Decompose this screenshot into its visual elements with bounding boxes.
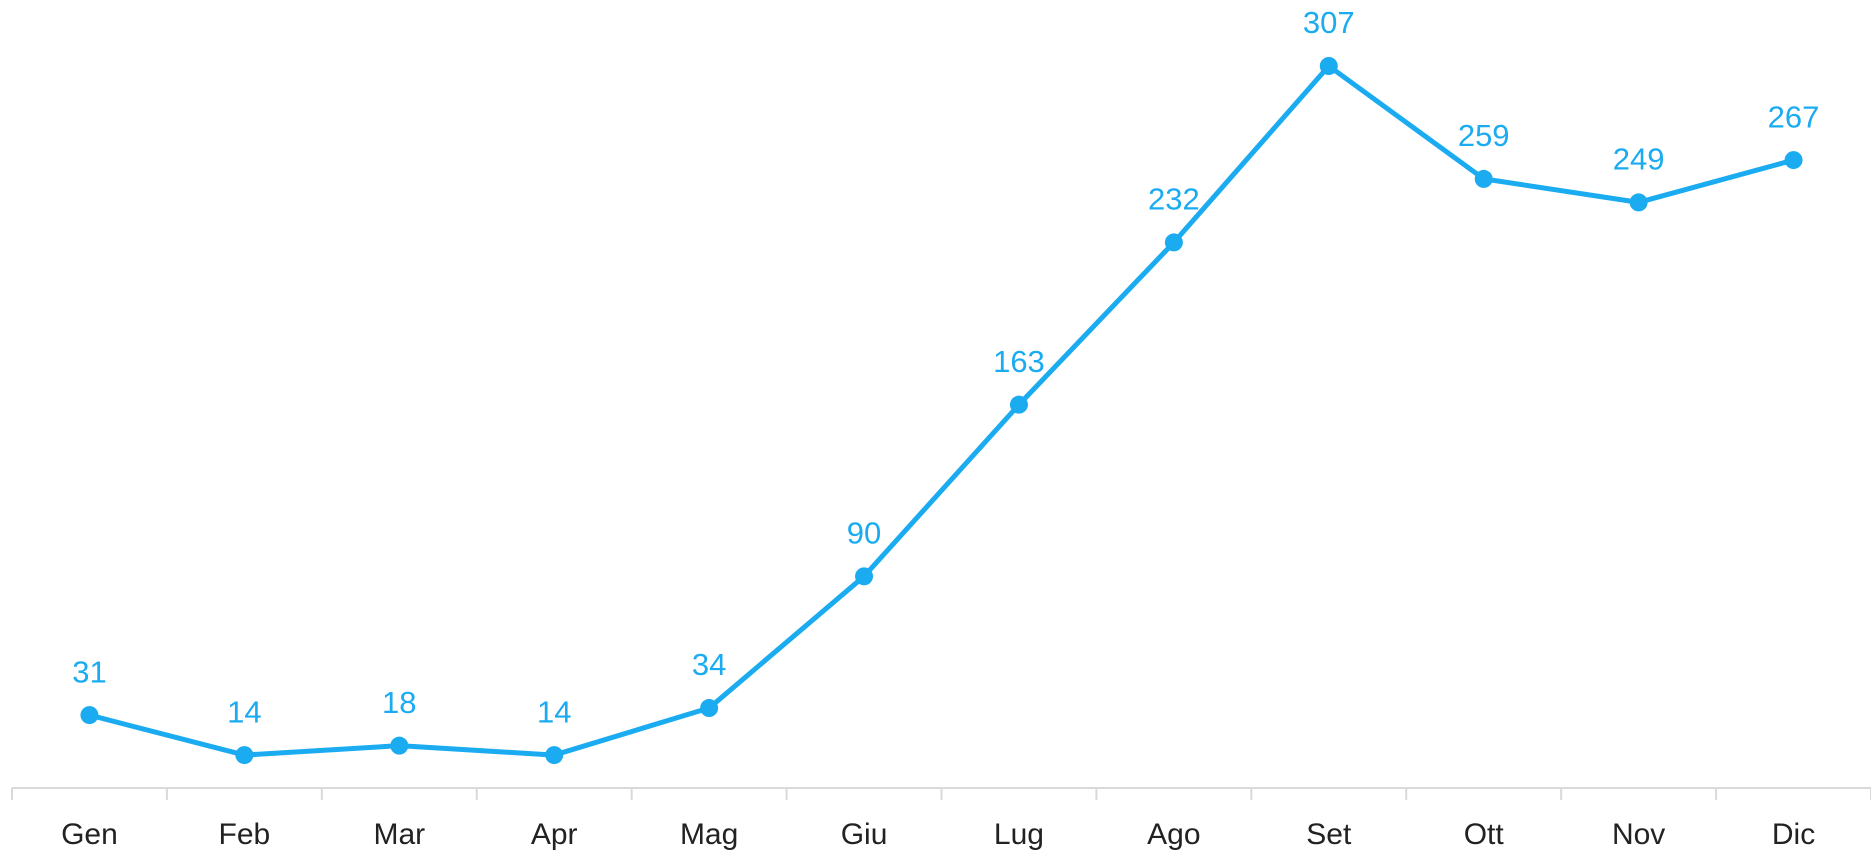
data-label: 18	[382, 685, 416, 720]
x-tick-label: Ago	[1147, 818, 1200, 851]
data-point	[1784, 151, 1803, 170]
data-point	[1474, 169, 1493, 188]
x-tick-label: Mar	[373, 818, 425, 851]
x-tick-label: Gen	[61, 818, 118, 851]
x-tick-label: Ott	[1464, 818, 1505, 851]
data-label: 163	[993, 344, 1045, 379]
data-point	[1629, 193, 1648, 212]
data-point	[80, 706, 99, 725]
data-point	[545, 746, 564, 765]
data-point	[1319, 57, 1338, 75]
data-label: 307	[1303, 5, 1355, 40]
data-point	[1164, 233, 1183, 252]
data-label: 259	[1458, 118, 1510, 153]
x-tick-label: Giu	[841, 818, 888, 851]
x-tick-label: Lug	[994, 818, 1044, 851]
data-label: 31	[72, 654, 106, 689]
x-tick-label: Apr	[531, 818, 578, 851]
data-label: 14	[227, 694, 261, 729]
data-point	[1009, 395, 1028, 414]
x-tick-label: Feb	[219, 818, 271, 851]
data-point	[235, 746, 254, 765]
data-label: 232	[1148, 182, 1200, 217]
data-label: 249	[1613, 142, 1665, 177]
data-label: 90	[847, 516, 881, 551]
data-point	[855, 567, 874, 586]
data-point	[700, 699, 719, 718]
x-tick-label: Nov	[1612, 818, 1665, 851]
data-point	[390, 736, 409, 755]
x-tick-label: Dic	[1772, 818, 1815, 851]
x-tick-label: Set	[1306, 818, 1352, 851]
x-tick-label: Mag	[680, 818, 738, 851]
data-label: 34	[692, 647, 726, 682]
data-label: 14	[537, 694, 571, 729]
data-line	[88, 63, 1795, 758]
data-label: 267	[1768, 99, 1820, 134]
